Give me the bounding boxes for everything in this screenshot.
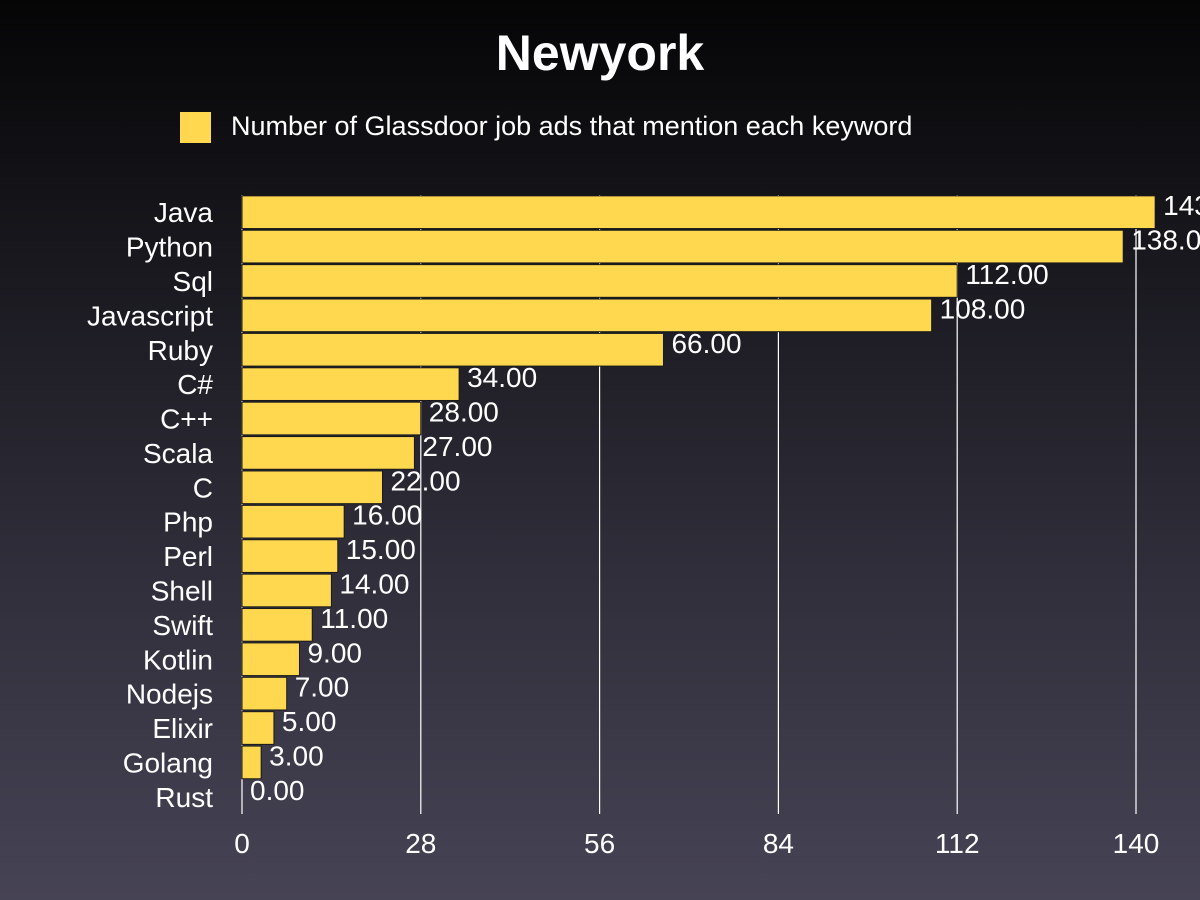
value-label: 14.00 xyxy=(339,568,409,599)
bar-elixir xyxy=(241,711,275,745)
legend-label: Number of Glassdoor job ads that mention… xyxy=(231,111,912,141)
value-label: 143.00 xyxy=(1163,190,1200,221)
x-axis-ticks: 0 28 56 84 112 140 xyxy=(234,828,1159,859)
value-label: 0.00 xyxy=(250,775,305,806)
category-label: Ruby xyxy=(148,335,213,366)
bar-sql xyxy=(241,264,958,298)
legend: Number of Glassdoor job ads that mention… xyxy=(180,111,912,143)
category-label: Swift xyxy=(152,610,213,641)
x-tick-label: 112 xyxy=(935,828,980,859)
value-label: 11.00 xyxy=(320,603,388,634)
x-tick-label: 56 xyxy=(584,828,615,859)
category-label: Python xyxy=(126,232,213,263)
category-label: Golang xyxy=(123,747,213,778)
value-label: 16.00 xyxy=(352,500,422,531)
value-label: 34.00 xyxy=(467,362,537,393)
bar-javascript xyxy=(241,298,933,333)
gridlines xyxy=(241,195,1137,814)
value-label: 9.00 xyxy=(307,637,362,668)
value-label: 112.00 xyxy=(965,259,1049,290)
bar-kotlin xyxy=(241,642,300,677)
value-label: 5.00 xyxy=(282,706,337,737)
category-label: Shell xyxy=(151,575,213,606)
value-label: 138.00 xyxy=(1131,225,1200,256)
bar-python xyxy=(241,229,1124,264)
value-labels: 143.00138.00112.00108.0066.0034.0028.002… xyxy=(250,190,1200,806)
bars xyxy=(241,195,1156,780)
bar-ruby xyxy=(241,332,664,367)
category-label: Kotlin xyxy=(143,644,213,675)
value-label: 7.00 xyxy=(295,672,350,703)
bar-c xyxy=(241,470,383,505)
legend-swatch xyxy=(180,112,211,143)
category-label: Rust xyxy=(155,782,213,813)
x-tick-label: 28 xyxy=(405,828,436,859)
category-label: C# xyxy=(177,369,213,400)
category-label: Javascript xyxy=(87,300,213,331)
bar-php xyxy=(241,504,345,539)
x-tick-label: 140 xyxy=(1113,828,1160,859)
category-label: Java xyxy=(154,197,214,228)
value-label: 3.00 xyxy=(269,740,324,771)
category-label: C xyxy=(193,472,213,503)
bar-nodejs xyxy=(241,676,288,711)
chart-title: Newyork xyxy=(496,25,705,81)
bar-perl xyxy=(241,539,339,573)
bar-golang xyxy=(241,745,262,780)
x-tick-label: 0 xyxy=(234,828,250,859)
bar-swift xyxy=(241,608,313,642)
value-label: 66.00 xyxy=(671,328,741,359)
category-label: Nodejs xyxy=(126,679,213,710)
bar-c- xyxy=(241,367,460,401)
bar-c- xyxy=(241,401,422,436)
bar-scala xyxy=(241,436,415,470)
category-label: Scala xyxy=(143,438,213,469)
category-label: Php xyxy=(163,507,213,538)
category-label: Perl xyxy=(163,541,213,572)
category-label: Sql xyxy=(173,266,213,297)
category-label: C++ xyxy=(160,404,213,435)
value-label: 15.00 xyxy=(346,534,416,565)
bar-java xyxy=(241,195,1156,230)
value-label: 108.00 xyxy=(940,293,1026,324)
value-label: 22.00 xyxy=(390,465,460,496)
value-label: 28.00 xyxy=(429,397,499,428)
category-label: Elixir xyxy=(152,713,213,744)
x-tick-label: 84 xyxy=(763,828,794,859)
value-label: 27.00 xyxy=(422,431,492,462)
bar-shell xyxy=(241,573,332,608)
